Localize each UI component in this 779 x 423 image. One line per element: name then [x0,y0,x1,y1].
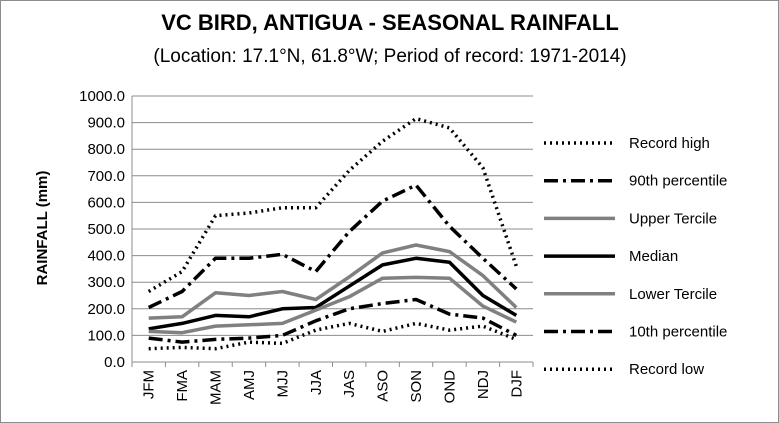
y-tick-label: 0.0 [104,354,125,371]
chart-title: VC BIRD, ANTIGUA - SEASONAL RAINFALL [161,10,619,35]
legend-label: Record high [629,135,710,152]
y-tick-label: 500.0 [87,221,125,238]
series-lines [147,116,518,351]
y-tick-label: 200.0 [87,301,125,318]
y-tick-label: 300.0 [87,274,125,291]
gridlines [132,95,533,336]
y-tick-label: 400.0 [87,248,125,265]
y-tick-label: 1000.0 [79,88,125,105]
legend-label: Upper Tercile [629,210,717,227]
x-tick-label: DJF [508,370,525,398]
y-tick-label: 700.0 [87,168,125,185]
legend-label: Lower Tercile [629,286,717,303]
y-tick-label: 600.0 [87,194,125,211]
series-line [147,116,518,294]
x-tick-label: SON [408,370,425,403]
x-tick-label: JAS [341,370,358,398]
legend: Record high 90th percentile Upper Tercile M… [544,135,727,378]
series-line [148,297,518,344]
y-axis-label: RAINFALL (mm) [34,171,51,286]
x-tick-label: JFM [141,370,158,399]
x-tick-label: ASO [375,370,392,402]
y-tick-label: 100.0 [87,327,125,344]
y-tick-label: 800.0 [87,141,125,158]
series-line [148,321,517,351]
series-line [148,275,518,335]
axes: 0.0 100.0 200.0 300.0 400.0 500.0 600.0 700.0 80… [79,88,534,405]
x-tick-label: JJA [308,370,325,395]
x-tick-label: OND [441,370,458,404]
legend-label: 90th percentile [629,173,727,190]
x-tick-label: MJJ [274,370,291,398]
legend-label: 10th percentile [629,324,727,341]
x-tick-label: NDJ [475,370,492,399]
series-line [148,243,518,320]
legend-label: Median [629,248,678,265]
x-tick-label: AMJ [241,370,258,400]
chart-subtitle: (Location: 17.1°N, 61.8°W; Period of rec… [153,46,626,67]
x-tick-label: FMA [174,370,191,402]
y-tick-label: 900.0 [87,115,125,132]
x-tick-label: MAM [208,370,225,405]
legend-label: Record low [629,361,704,378]
series-line [147,183,518,310]
series-line [148,256,518,331]
